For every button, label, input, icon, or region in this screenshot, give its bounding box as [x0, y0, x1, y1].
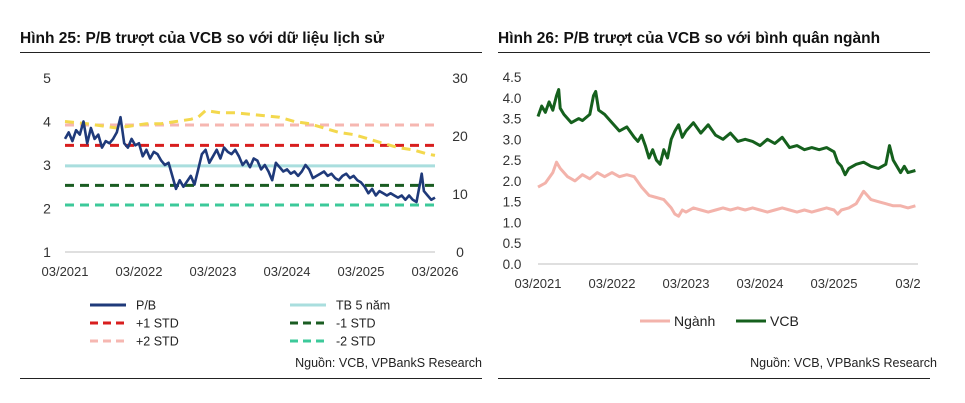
y-tick-label: 1.0 — [503, 215, 522, 230]
legend-label: TB 5 năm — [336, 299, 390, 313]
x-tick-label: 03/2025 — [338, 264, 385, 279]
y-tick-label: 4.5 — [503, 70, 522, 85]
y-left-tick-label: 1 — [43, 244, 51, 260]
legend-label: VCB — [770, 313, 799, 329]
x-tick-label: 03/2022 — [116, 264, 163, 279]
bottom-rule — [498, 378, 930, 379]
y-tick-label: 0.0 — [503, 257, 522, 272]
x-tick-label: 03/2022 — [589, 276, 636, 291]
y-tick-label: 4.0 — [503, 91, 522, 106]
x-tick-label: 03/2025 — [811, 276, 858, 291]
y-left-tick-label: 2 — [43, 201, 51, 217]
y-tick-label: 2.0 — [503, 174, 522, 189]
x-tick-label: 03/2 — [895, 276, 920, 291]
title-rule — [20, 52, 482, 53]
source-note: Nguồn: VCB, VPBankS Research — [295, 356, 482, 370]
legend-label: Ngành — [674, 313, 715, 329]
series-line-pe-trend — [64, 109, 436, 157]
x-tick-label: 03/2023 — [190, 264, 237, 279]
series-line-ng-nh — [537, 160, 916, 218]
series-line-vcb — [536, 88, 916, 177]
y-tick-label: 3.5 — [503, 112, 522, 127]
y-tick-label: 3.0 — [503, 132, 522, 147]
y-tick-label: 0.5 — [503, 236, 522, 251]
x-tick-label: 03/2024 — [264, 264, 311, 279]
source-note: Nguồn: VCB, VPBankS Research — [750, 356, 937, 370]
chart-title: Hình 25: P/B trượt của VCB so với dữ liệ… — [20, 30, 385, 47]
chart-panel-pb-vs-industry: Hình 26: P/B trượt của VCB so với bình q… — [490, 0, 965, 403]
chart-panel-pb-history: Hình 25: P/B trượt của VCB so với dữ liệ… — [20, 30, 482, 379]
y-right-tick-label: 0 — [456, 244, 464, 260]
y-tick-label: 2.5 — [503, 153, 522, 168]
x-tick-label: 03/2021 — [42, 264, 89, 279]
y-right-tick-label: 30 — [452, 70, 468, 86]
y-right-tick-label: 20 — [452, 128, 468, 144]
y-left-tick-label: 3 — [43, 157, 51, 173]
y-right-tick-label: 10 — [452, 186, 468, 202]
series-line-p-b — [63, 115, 436, 204]
y-left-tick-label: 4 — [43, 114, 51, 130]
x-tick-label: 03/2026 — [412, 264, 459, 279]
legend-label: P/B — [136, 299, 156, 313]
title-rule — [498, 52, 930, 53]
legend-label: -2 STD — [336, 335, 376, 349]
legend-label: +1 STD — [136, 317, 179, 331]
chart-title: Hình 26: P/B trượt của VCB so với bình q… — [498, 30, 881, 47]
x-tick-label: 03/2024 — [737, 276, 784, 291]
x-tick-label: 03/2021 — [515, 276, 562, 291]
pb-history-chart: 1 2 3 4 5 0 10 20 30 03/2021 03/2022 03/2023 03/2024… — [42, 70, 468, 349]
y-tick-label: 1.5 — [503, 195, 522, 210]
pb-vs-industry-chart: 0.0 0.5 1.0 1.5 2.0 2.5 3.0 3.5 4.0 4.5 03/2021 03/… — [503, 70, 921, 329]
legend-label: +2 STD — [136, 335, 179, 349]
x-tick-label: 03/2023 — [663, 276, 710, 291]
bottom-rule — [20, 378, 482, 379]
legend-label: -1 STD — [336, 317, 376, 331]
y-left-tick-label: 5 — [43, 70, 51, 86]
